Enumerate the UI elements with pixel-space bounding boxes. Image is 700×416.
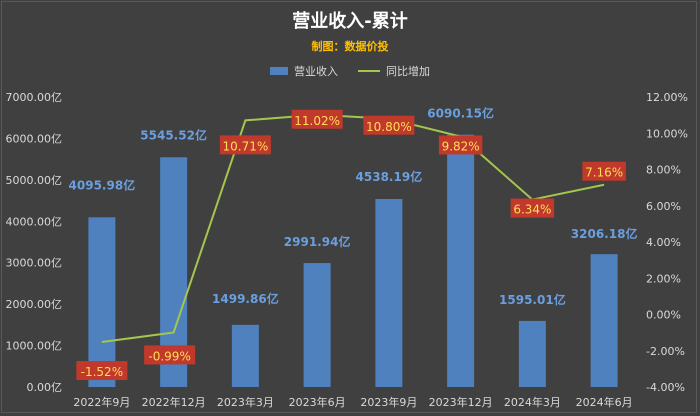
bar-value-label: 4538.19亿 bbox=[356, 169, 423, 184]
revenue-bar bbox=[303, 263, 331, 387]
bar-value-label: 3206.18亿 bbox=[571, 226, 638, 241]
left-axis-tick-label: 0.00亿 bbox=[27, 381, 63, 394]
x-axis-tick-label: 2022年9月 bbox=[73, 395, 130, 409]
left-axis-tick-label: 3000.00亿 bbox=[6, 257, 63, 270]
bar-value-label: 4095.98亿 bbox=[69, 177, 136, 192]
right-axis-tick-label: 2.00% bbox=[646, 272, 681, 285]
pct-label-box bbox=[582, 161, 626, 181]
bar-value-label: 6090.15亿 bbox=[427, 106, 494, 121]
revenue-bar bbox=[590, 254, 618, 387]
revenue-bar bbox=[375, 198, 403, 387]
legend-bar-label: 营业收入 bbox=[294, 65, 338, 78]
pct-label-box bbox=[219, 135, 271, 155]
right-axis-tick-label: -2.00% bbox=[646, 345, 685, 358]
pct-label-box bbox=[438, 135, 483, 155]
chart-legend: 营业收入 同比增加 bbox=[0, 63, 700, 79]
pct-value-label: -0.99% bbox=[148, 349, 190, 363]
x-axis-tick-label: 2023年3月 bbox=[217, 395, 274, 409]
revenue-bar bbox=[518, 320, 546, 387]
pct-label-box bbox=[76, 361, 128, 381]
revenue-bar bbox=[88, 217, 116, 387]
bar-value-label: 1595.01亿 bbox=[499, 292, 566, 307]
x-axis-tick-label: 2023年12月 bbox=[429, 395, 493, 409]
x-axis-tick-label: 2023年9月 bbox=[360, 395, 417, 409]
bar-value-label: 2991.94亿 bbox=[284, 234, 351, 249]
pct-value-label: -1.52% bbox=[81, 365, 123, 379]
right-axis-tick-label: 6.00% bbox=[646, 200, 681, 213]
right-axis-tick-label: 8.00% bbox=[646, 164, 681, 177]
left-axis-tick-label: 4000.00亿 bbox=[6, 215, 63, 228]
legend-line-swatch bbox=[358, 70, 380, 72]
right-axis-tick-label: -4.00% bbox=[646, 381, 685, 394]
right-axis-tick-label: 4.00% bbox=[646, 236, 681, 249]
left-axis-tick-label: 7000.00亿 bbox=[6, 91, 63, 104]
pct-value-label: 6.34% bbox=[513, 203, 551, 217]
left-axis-tick-label: 6000.00亿 bbox=[6, 132, 63, 145]
revenue-bar bbox=[447, 134, 475, 387]
pct-label-box bbox=[363, 115, 415, 135]
right-axis-tick-label: 10.00% bbox=[646, 127, 688, 140]
pct-value-label: 10.71% bbox=[222, 139, 268, 153]
right-axis-tick-label: 12.00% bbox=[646, 91, 688, 104]
x-axis-tick-label: 2023年6月 bbox=[289, 395, 346, 409]
chart-subtitle: 制图：数据价投 bbox=[311, 40, 389, 53]
bar-value-label: 1499.86亿 bbox=[212, 291, 279, 306]
yoy-line bbox=[101, 113, 605, 344]
x-axis-tick-label: 2024年3月 bbox=[504, 395, 561, 409]
legend-bar-swatch bbox=[270, 67, 288, 75]
revenue-bar bbox=[231, 324, 259, 387]
pct-value-label: 11.02% bbox=[294, 114, 340, 128]
legend-line-label: 同比增加 bbox=[386, 65, 430, 78]
x-axis-tick-label: 2022年12月 bbox=[142, 395, 206, 409]
chart-title: 营业收入-累计 bbox=[292, 11, 408, 32]
pct-value-label: 10.80% bbox=[366, 120, 412, 134]
pct-value-label: 9.82% bbox=[442, 140, 480, 154]
pct-label-box bbox=[144, 345, 196, 365]
left-axis-tick-label: 1000.00亿 bbox=[6, 340, 63, 353]
pct-label-box bbox=[291, 109, 343, 129]
left-axis-tick-label: 2000.00亿 bbox=[6, 298, 63, 311]
x-axis-tick-label: 2024年6月 bbox=[576, 395, 633, 409]
pct-value-label: 7.16% bbox=[585, 166, 623, 180]
pct-label-box bbox=[510, 198, 555, 218]
left-axis-tick-label: 5000.00亿 bbox=[6, 174, 63, 187]
right-axis-tick-label: 0.00% bbox=[646, 309, 681, 322]
bar-value-label: 5545.52亿 bbox=[140, 127, 207, 142]
